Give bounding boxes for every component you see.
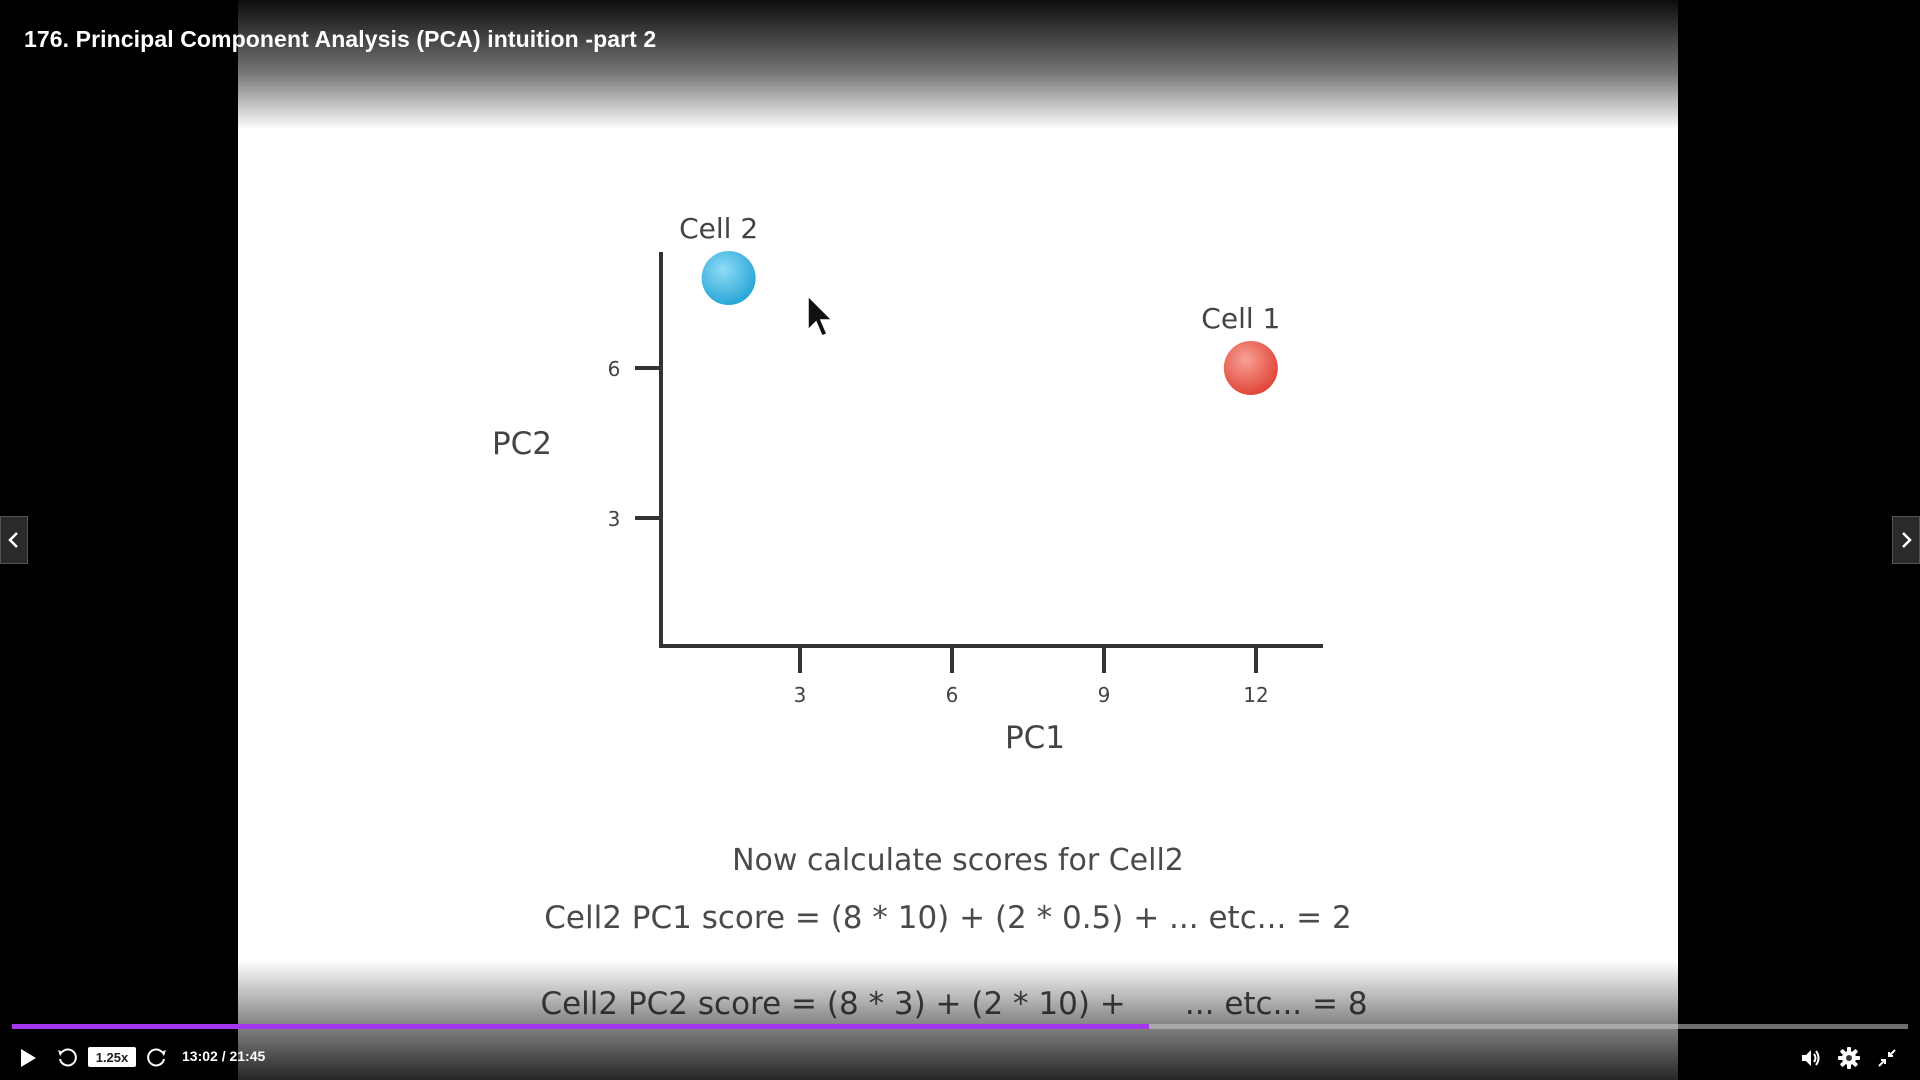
- current-time: 13:02: [182, 1048, 218, 1064]
- control-bar: [0, 1040, 1920, 1076]
- point-label-cell-2: Cell 2: [679, 212, 758, 245]
- gear-icon: [1838, 1047, 1860, 1069]
- point-label-cell-1: Cell 1: [1201, 302, 1280, 335]
- chevron-left-icon: [8, 532, 18, 548]
- progress-fill: [12, 1024, 1150, 1029]
- time-separator: /: [217, 1048, 230, 1064]
- video-frame[interactable]: 6 3 3 6 9 12 PC1 PC2 Cell 2 Cell 1 Now ca…: [238, 0, 1678, 1080]
- x-axis-label: PC1: [1005, 720, 1065, 756]
- settings-button[interactable]: [1834, 1040, 1864, 1076]
- x-tick-9: 9: [1098, 683, 1111, 707]
- slide-heading: Now calculate scores for Cell2: [732, 843, 1184, 878]
- exit-fullscreen-button[interactable]: [1872, 1040, 1902, 1076]
- exit-fullscreen-icon: [1878, 1049, 1896, 1067]
- rewind-button[interactable]: [52, 1040, 82, 1076]
- forward-5-icon: [147, 1048, 166, 1067]
- play-button[interactable]: [12, 1040, 44, 1076]
- rewind-5-icon: [58, 1048, 77, 1067]
- x-tick-3: 3: [794, 683, 807, 707]
- y-tick-6: 6: [608, 357, 621, 381]
- scatter-chart: 6 3 3 6 9 12 PC1 PC2 Cell 2 Cell 1: [492, 212, 1323, 756]
- slide-line-2: Cell2 PC2 score = (8 * 3) + (2 * 10) + .…: [540, 986, 1368, 1022]
- next-lecture-button[interactable]: [1892, 516, 1920, 564]
- x-tick-12: 12: [1243, 683, 1268, 707]
- point-cell-2: [701, 251, 756, 305]
- forward-button[interactable]: [142, 1040, 172, 1076]
- playback-speed-button[interactable]: 1.25x: [88, 1047, 136, 1067]
- y-tick-3: 3: [608, 507, 621, 531]
- points-layer: Cell 2 Cell 1: [679, 212, 1280, 395]
- play-icon: [21, 1049, 36, 1067]
- mouse-cursor-icon: [807, 294, 834, 337]
- y-axis-label: PC2: [492, 426, 552, 462]
- time-display: 13:02 / 21:45: [182, 1048, 265, 1064]
- point-cell-1: [1223, 341, 1278, 395]
- progress-bar[interactable]: [12, 1024, 1908, 1029]
- volume-icon: [1802, 1050, 1820, 1066]
- video-title: 176. Principal Component Analysis (PCA) …: [24, 26, 657, 52]
- slide-line-1: Cell2 PC1 score = (8 * 10) + (2 * 0.5) +…: [544, 900, 1352, 936]
- previous-lecture-button[interactable]: [0, 516, 28, 564]
- x-tick-6: 6: [946, 683, 959, 707]
- duration: 21:45: [229, 1048, 266, 1064]
- volume-button[interactable]: [1796, 1040, 1826, 1076]
- chevron-right-icon: [1902, 532, 1912, 548]
